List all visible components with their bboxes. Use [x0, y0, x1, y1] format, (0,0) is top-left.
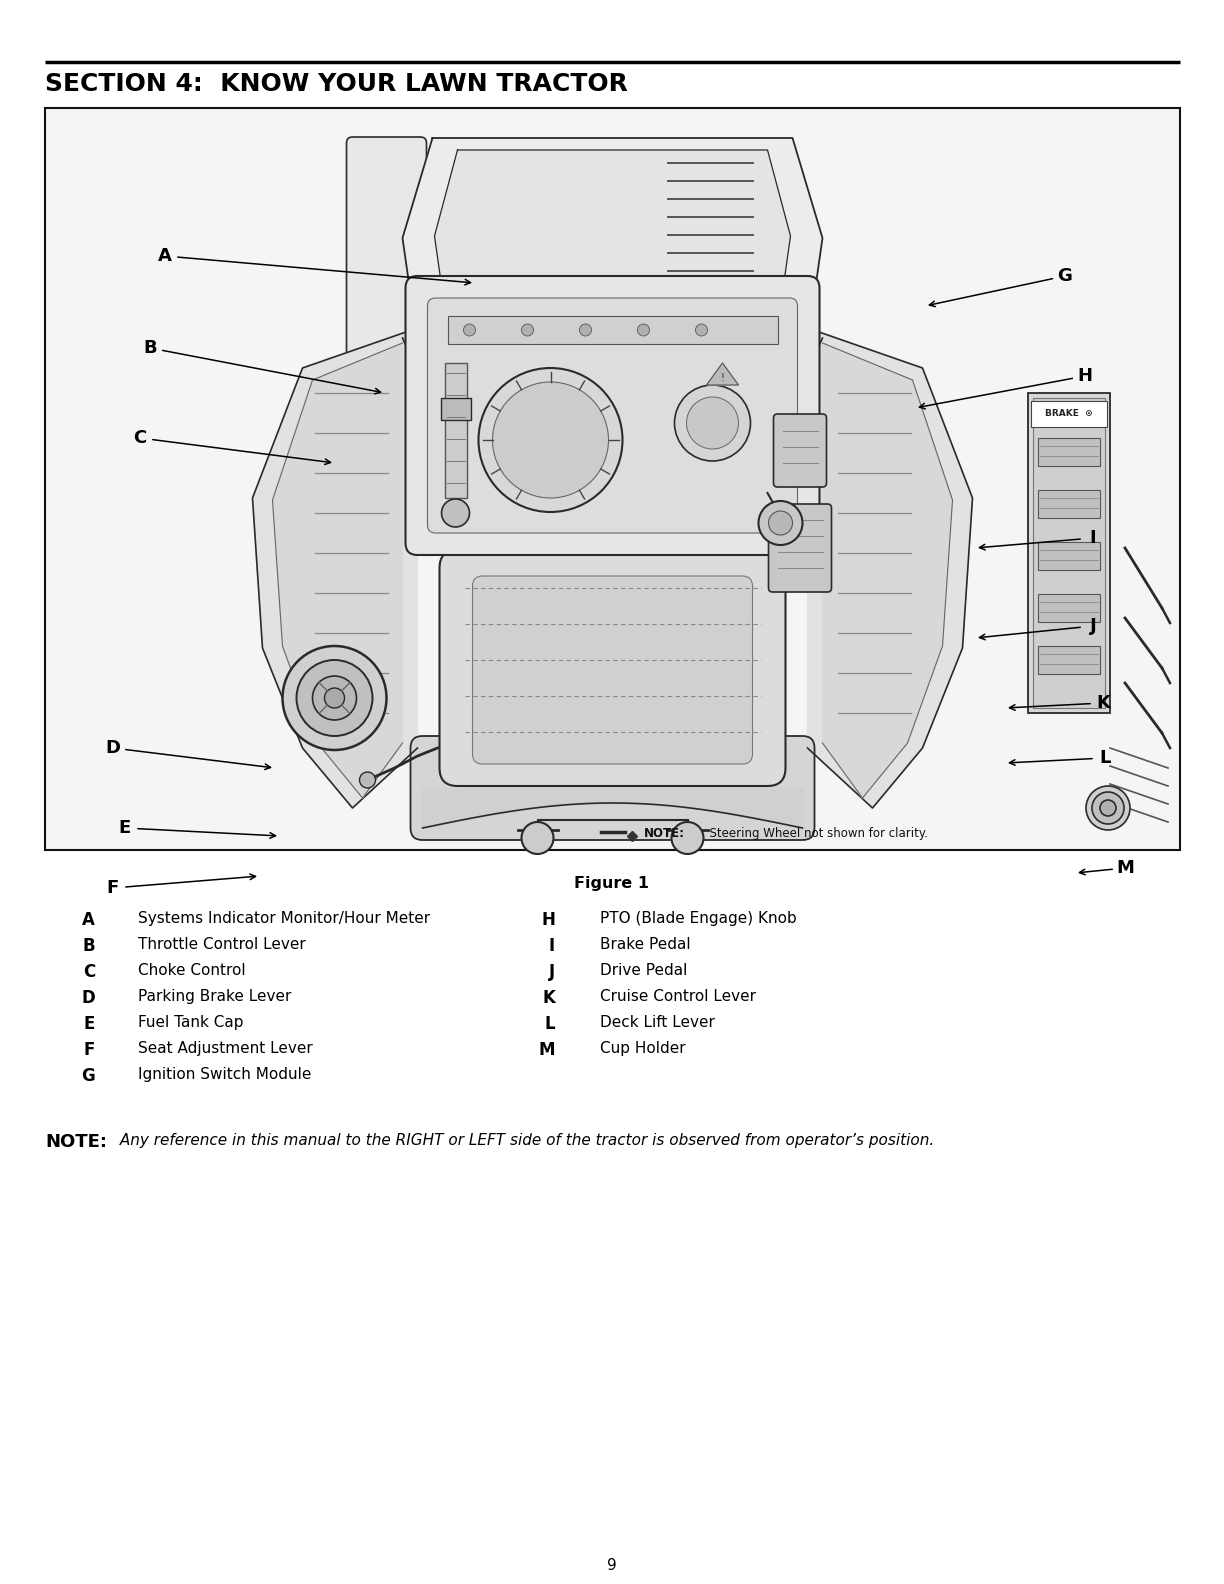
Text: J: J [1089, 618, 1097, 635]
Bar [1038, 646, 1100, 675]
Bar [1038, 489, 1100, 518]
Text: K: K [1095, 694, 1110, 711]
Circle shape [1092, 792, 1124, 824]
Text: E: E [83, 1015, 95, 1033]
Circle shape [672, 822, 704, 854]
Bar [448, 315, 777, 344]
Text: Any reference in this manual to the RIGHT or LEFT side of the tractor is observe: Any reference in this manual to the RIGH… [115, 1133, 934, 1148]
Text: C: C [83, 963, 95, 980]
Circle shape [674, 385, 750, 461]
FancyBboxPatch shape [774, 413, 826, 486]
Circle shape [687, 398, 738, 448]
Text: F: F [83, 1041, 95, 1060]
Polygon shape [823, 344, 952, 798]
Circle shape [283, 646, 387, 749]
Text: G: G [81, 1068, 95, 1085]
Text: Brake Pedal: Brake Pedal [600, 938, 690, 952]
Polygon shape [808, 328, 973, 808]
Bar [1031, 401, 1106, 428]
Circle shape [521, 822, 553, 854]
Text: Parking Brake Lever: Parking Brake Lever [138, 988, 291, 1004]
Text: G: G [1058, 268, 1072, 285]
Text: A: A [82, 911, 95, 928]
Text: C: C [133, 429, 147, 447]
Circle shape [579, 325, 591, 336]
Text: Cruise Control Lever: Cruise Control Lever [600, 988, 756, 1004]
Text: D: D [105, 740, 120, 757]
Bar [1033, 398, 1105, 708]
Text: Choke Control: Choke Control [138, 963, 246, 977]
FancyBboxPatch shape [346, 136, 426, 489]
Text: Seat Adjustment Lever: Seat Adjustment Lever [138, 1041, 313, 1057]
Text: Drive Pedal: Drive Pedal [600, 963, 688, 977]
Text: NOTE:: NOTE: [45, 1133, 106, 1152]
Polygon shape [706, 363, 738, 385]
Circle shape [521, 325, 534, 336]
Polygon shape [252, 328, 417, 808]
Text: Cup Holder: Cup Holder [600, 1041, 685, 1057]
Bar [45, 108, 1180, 851]
Circle shape [759, 501, 803, 545]
Text: Throttle Control Lever: Throttle Control Lever [138, 938, 306, 952]
Text: H: H [541, 911, 554, 928]
Text: L: L [545, 1015, 554, 1033]
Circle shape [479, 367, 623, 512]
FancyBboxPatch shape [350, 444, 420, 543]
Text: B: B [143, 339, 157, 356]
Circle shape [1086, 786, 1130, 830]
Text: D: D [81, 988, 95, 1007]
Bar [1038, 542, 1100, 570]
FancyBboxPatch shape [769, 504, 831, 592]
Circle shape [695, 325, 707, 336]
Text: Fuel Tank Cap: Fuel Tank Cap [138, 1015, 244, 1030]
Text: I: I [548, 938, 554, 955]
FancyBboxPatch shape [472, 577, 753, 763]
Bar [1038, 439, 1100, 466]
Polygon shape [273, 344, 403, 798]
Text: M: M [539, 1041, 554, 1060]
FancyBboxPatch shape [405, 276, 820, 554]
Text: Systems Indicator Monitor/Hour Meter: Systems Indicator Monitor/Hour Meter [138, 911, 430, 927]
Text: H: H [1077, 367, 1093, 385]
Text: L: L [1099, 749, 1110, 767]
Bar [1038, 594, 1100, 623]
Polygon shape [435, 150, 791, 363]
Text: I: I [1089, 529, 1097, 546]
Circle shape [464, 325, 475, 336]
Text: J: J [548, 963, 554, 980]
Circle shape [769, 512, 792, 535]
Circle shape [492, 382, 608, 497]
Circle shape [324, 687, 344, 708]
Text: B: B [82, 938, 95, 955]
Text: M: M [1116, 859, 1133, 878]
Text: K: K [542, 988, 554, 1007]
Text: 9: 9 [607, 1559, 617, 1573]
Text: A: A [158, 247, 171, 265]
Circle shape [1100, 800, 1116, 816]
FancyBboxPatch shape [410, 737, 814, 840]
Text: Figure 1: Figure 1 [574, 876, 650, 890]
Text: Deck Lift Lever: Deck Lift Lever [600, 1015, 715, 1030]
Bar [441, 398, 470, 420]
FancyBboxPatch shape [439, 550, 786, 786]
Circle shape [360, 771, 376, 787]
Text: SECTION 4:  KNOW YOUR LAWN TRACTOR: SECTION 4: KNOW YOUR LAWN TRACTOR [45, 71, 628, 97]
Bar [1028, 393, 1110, 713]
FancyBboxPatch shape [427, 298, 798, 532]
Text: !: ! [721, 372, 725, 383]
Circle shape [312, 676, 356, 721]
Text: F: F [106, 879, 119, 897]
Circle shape [296, 661, 372, 737]
Text: Steering Wheel not shown for clarity.: Steering Wheel not shown for clarity. [703, 827, 928, 840]
Text: BRAKE  ⊙: BRAKE ⊙ [1045, 410, 1093, 418]
Text: PTO (Blade Engage) Knob: PTO (Blade Engage) Knob [600, 911, 797, 927]
Text: E: E [119, 819, 131, 836]
Bar [444, 363, 466, 497]
Circle shape [442, 499, 470, 527]
Text: NOTE:: NOTE: [644, 827, 685, 840]
Circle shape [638, 325, 650, 336]
Text: Ignition Switch Module: Ignition Switch Module [138, 1068, 311, 1082]
Polygon shape [403, 138, 823, 379]
